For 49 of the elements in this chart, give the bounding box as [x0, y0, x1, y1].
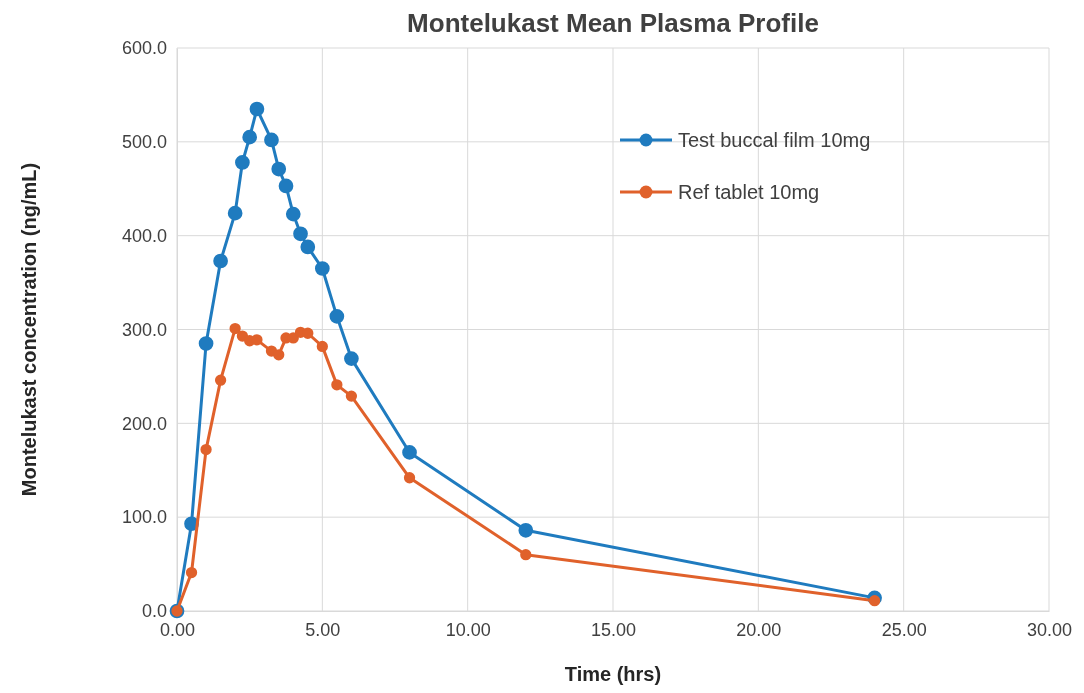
- point: [520, 549, 532, 561]
- point: [518, 522, 534, 538]
- point: [329, 309, 345, 324]
- y-tick-label: 200.0: [121, 413, 167, 434]
- point: [235, 155, 250, 170]
- y-tick-label: 400.0: [121, 225, 167, 246]
- x-tick-label: 30.00: [1026, 619, 1073, 640]
- point: [227, 205, 243, 221]
- chart-title: Montelukast Mean Plasma Profile: [407, 8, 819, 38]
- x-tick-label: 5.00: [305, 619, 341, 640]
- legend-label: Test buccal film 10mg: [678, 129, 871, 151]
- point: [300, 239, 316, 255]
- point: [331, 379, 343, 391]
- point: [273, 349, 285, 361]
- point: [344, 351, 359, 366]
- point: [403, 472, 416, 484]
- point: [213, 253, 228, 269]
- point: [185, 566, 198, 579]
- x-tick-label: 15.00: [590, 619, 637, 640]
- point: [402, 445, 417, 460]
- point: [271, 161, 287, 177]
- x-tick-label: 25.00: [881, 619, 927, 640]
- x-tick-label: 0.00: [159, 619, 196, 640]
- point: [314, 261, 330, 276]
- point: [249, 101, 265, 117]
- point: [278, 178, 294, 194]
- point: [198, 336, 214, 351]
- point: [242, 129, 258, 145]
- point: [302, 327, 314, 339]
- x-tick-label: 20.00: [736, 619, 782, 640]
- point: [345, 390, 358, 402]
- point: [293, 226, 308, 242]
- point: [200, 443, 212, 456]
- point: [316, 340, 328, 353]
- y-tick-label: 0.0: [141, 601, 167, 622]
- legend-label: Ref tablet 10mg: [678, 181, 820, 203]
- y-tick-label: 300.0: [121, 319, 167, 340]
- point: [214, 374, 227, 386]
- y-tick-label: 600.0: [121, 38, 167, 59]
- y-axis-title: Montelukast concentration (ng/mL): [18, 162, 40, 497]
- point: [868, 595, 881, 607]
- point: [229, 322, 241, 335]
- point: [285, 206, 301, 222]
- point: [251, 334, 263, 346]
- point: [264, 132, 279, 148]
- y-tick-label: 100.0: [121, 507, 167, 528]
- x-axis-title: Time (hrs): [564, 663, 662, 685]
- y-tick-label: 500.0: [121, 132, 167, 153]
- x-tick-label: 10.00: [445, 619, 491, 640]
